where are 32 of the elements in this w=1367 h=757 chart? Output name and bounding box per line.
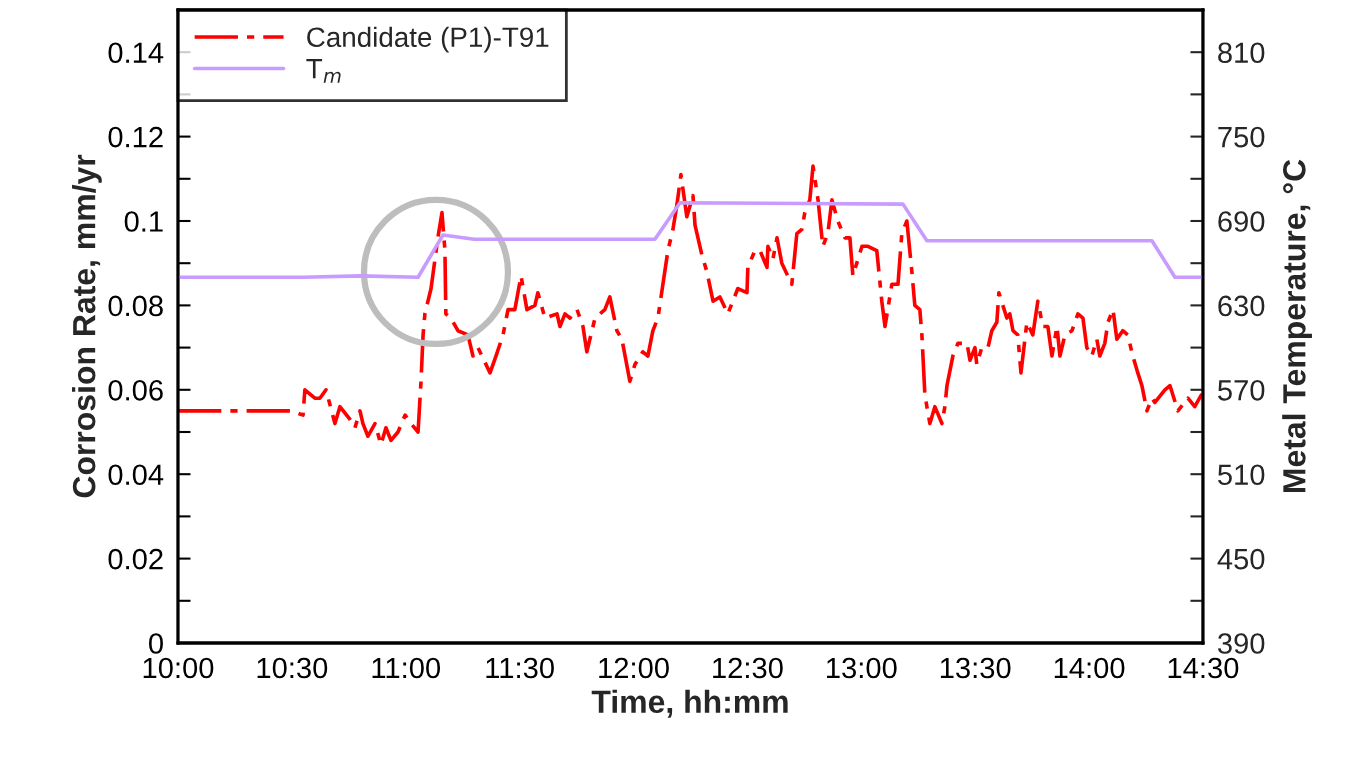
legend-label: T$_{m}$ bbox=[306, 59, 341, 83]
y2-tick-label: 630 bbox=[1218, 295, 1265, 317]
y-tick-label: 0 bbox=[149, 633, 163, 654]
x-tick-label: 14:30 bbox=[1168, 657, 1239, 679]
y2-tick-label: 750 bbox=[1218, 126, 1265, 148]
x-tick-label: 12:30 bbox=[713, 657, 783, 679]
y-axis-title: Corrosion Rate, mm/yr bbox=[72, 154, 102, 498]
line-series bbox=[177, 200, 1203, 280]
y2-tick-label: 810 bbox=[1218, 42, 1265, 64]
x-tick-label: 14:00 bbox=[1054, 657, 1125, 679]
y2-tick-label: 690 bbox=[1218, 211, 1265, 232]
y2-axis-title: Metal Temperature, °C bbox=[1282, 159, 1312, 492]
y-tick-label: 0.08 bbox=[108, 295, 163, 317]
y2-tick-label: 570 bbox=[1218, 380, 1265, 401]
x-tick-label: 13:00 bbox=[827, 657, 897, 679]
x-tick-label: 11:30 bbox=[486, 657, 554, 679]
y-tick-label: 0.06 bbox=[108, 380, 163, 401]
y-tick-label: 0.14 bbox=[108, 42, 164, 64]
legend-label: Candidate (P1)-T91 bbox=[307, 26, 549, 53]
x-tick-label: 13:30 bbox=[940, 657, 1011, 679]
x-tick-label: 10:00 bbox=[143, 657, 214, 679]
y-tick-label: 0.1 bbox=[124, 211, 163, 232]
y2-tick-label: 390 bbox=[1217, 633, 1265, 654]
y2-tick-label: 450 bbox=[1217, 548, 1265, 570]
y-tick-label: 0.04 bbox=[108, 464, 164, 486]
x-tick-label: 12:00 bbox=[599, 657, 669, 679]
y-tick-label: 0.02 bbox=[108, 548, 163, 570]
y-tick-label: 0.12 bbox=[108, 126, 163, 148]
y2-tick-label: 510 bbox=[1218, 464, 1265, 486]
x-tick-label: 10:30 bbox=[257, 657, 328, 679]
x-tick-label: 11:00 bbox=[372, 657, 441, 679]
x-axis-title: Time, hh:mm bbox=[591, 689, 788, 718]
